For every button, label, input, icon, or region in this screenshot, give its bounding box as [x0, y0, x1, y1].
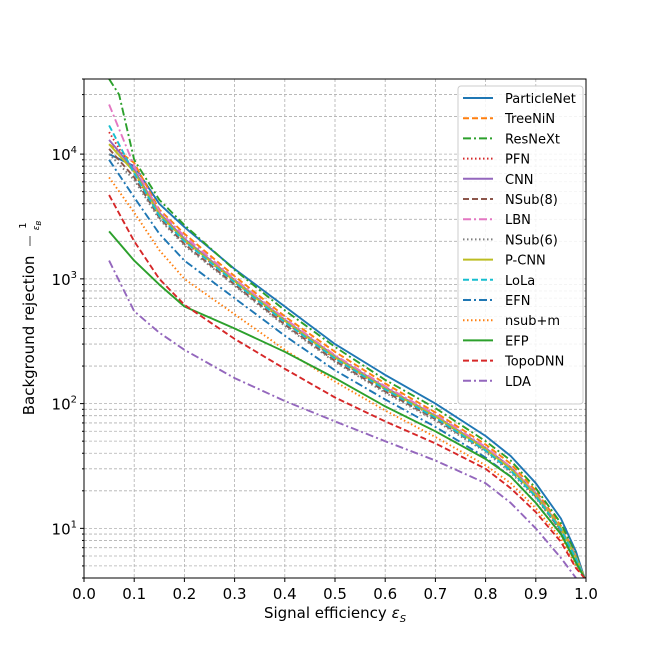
legend-box	[457, 85, 584, 405]
series-line-ResNeXt	[108, 79, 586, 578]
legend-label: ResNeXt	[505, 132, 560, 147]
legend: ParticleNet TreeNiN ResNeXt PFN CNN NSub(8) LB…	[457, 85, 584, 405]
series-line-nsub+m	[108, 176, 586, 578]
legend-label: P-CNN	[505, 254, 546, 269]
legend-label: CNN	[505, 173, 534, 188]
x-tick-label: 0.5	[323, 585, 347, 603]
legend-label: LBN	[505, 213, 531, 228]
y-tick-label: 103	[52, 270, 77, 289]
legend-label: ParticleNet	[505, 92, 576, 107]
ticks: 0.0 0.1 0.2 0.3 0.4 0.5 0.6 0.7 0.8 0.9 1.0 101 102 1…	[52, 78, 598, 603]
y-axis-label: Background rejection 1 εB	[18, 221, 43, 416]
x-tick-label: 0.0	[72, 585, 96, 603]
legend-label: TopoDNN	[504, 355, 564, 370]
series-line-TreeNiN	[108, 143, 586, 578]
x-tick-label: 0.3	[223, 585, 247, 603]
legend-label: LDA	[505, 375, 531, 390]
series-line-LoLa	[108, 124, 586, 578]
x-tick-label: 0.9	[524, 585, 548, 603]
legend-label: NSub(6)	[505, 233, 558, 248]
series-line-NSub(8)	[108, 148, 586, 578]
legend-label: LoLa	[505, 274, 535, 289]
x-tick-label: 0.6	[373, 585, 397, 603]
legend-label: EFP	[505, 334, 529, 349]
svg-text:Background rejection 1εB: Background rejection 1 εB	[18, 221, 43, 416]
series-line-TopoDNN	[108, 194, 586, 578]
legend-label: nsub+m	[505, 314, 560, 329]
x-tick-label: 0.8	[474, 585, 498, 603]
y-tick-label: 102	[52, 395, 77, 414]
x-tick-label: 0.1	[122, 585, 146, 603]
legend-label: EFN	[505, 294, 530, 309]
x-tick-label: 1.0	[574, 585, 598, 603]
legend-label: NSub(8)	[505, 193, 558, 208]
legend-label: PFN	[505, 153, 530, 168]
legend-label: TreeNiN	[504, 112, 555, 127]
series-line-ParticleNet	[108, 153, 586, 578]
x-axis-label: Signal efficiency εS	[264, 604, 407, 625]
y-tick-label: 101	[52, 519, 77, 538]
x-tick-label: 0.4	[273, 585, 297, 603]
x-tick-label: 0.2	[172, 585, 196, 603]
y-tick-label: 104	[52, 145, 77, 164]
series-line-EFP	[108, 230, 586, 578]
series-lines	[108, 79, 586, 578]
grid	[83, 78, 587, 579]
x-tick-label: 0.7	[423, 585, 447, 603]
